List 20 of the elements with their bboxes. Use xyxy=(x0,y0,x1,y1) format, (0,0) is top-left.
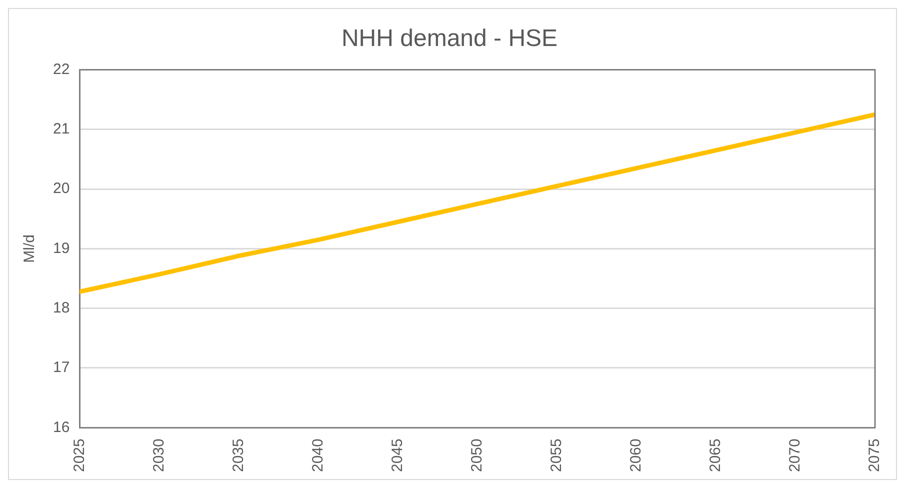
y-tick-label: 20 xyxy=(52,180,70,198)
x-tick-label: 2035 xyxy=(230,438,247,472)
y-tick-label: 22 xyxy=(52,60,70,78)
x-tick-label: 2045 xyxy=(388,438,406,472)
y-tick-label: 19 xyxy=(52,240,70,257)
x-tick-label: 2065 xyxy=(707,438,724,472)
chart-title: NHH demand - HSE xyxy=(341,25,558,52)
x-tick-label: 2050 xyxy=(468,438,486,472)
y-axis-title: Ml/d xyxy=(21,234,38,263)
y-tick-label: 21 xyxy=(52,120,70,138)
y-tick-label: 17 xyxy=(52,359,70,376)
x-tick-label: 2030 xyxy=(150,438,168,472)
x-tick-label: 2070 xyxy=(786,438,804,472)
y-tick-label: 18 xyxy=(52,299,70,316)
y-tick-label: 16 xyxy=(52,418,70,436)
x-tick-label: 2075 xyxy=(866,438,884,472)
x-tick-label: 2055 xyxy=(548,438,566,472)
x-tick-label: 2025 xyxy=(70,438,88,472)
x-tick-label: 2060 xyxy=(628,438,645,472)
x-tick-label: 2040 xyxy=(309,438,326,472)
